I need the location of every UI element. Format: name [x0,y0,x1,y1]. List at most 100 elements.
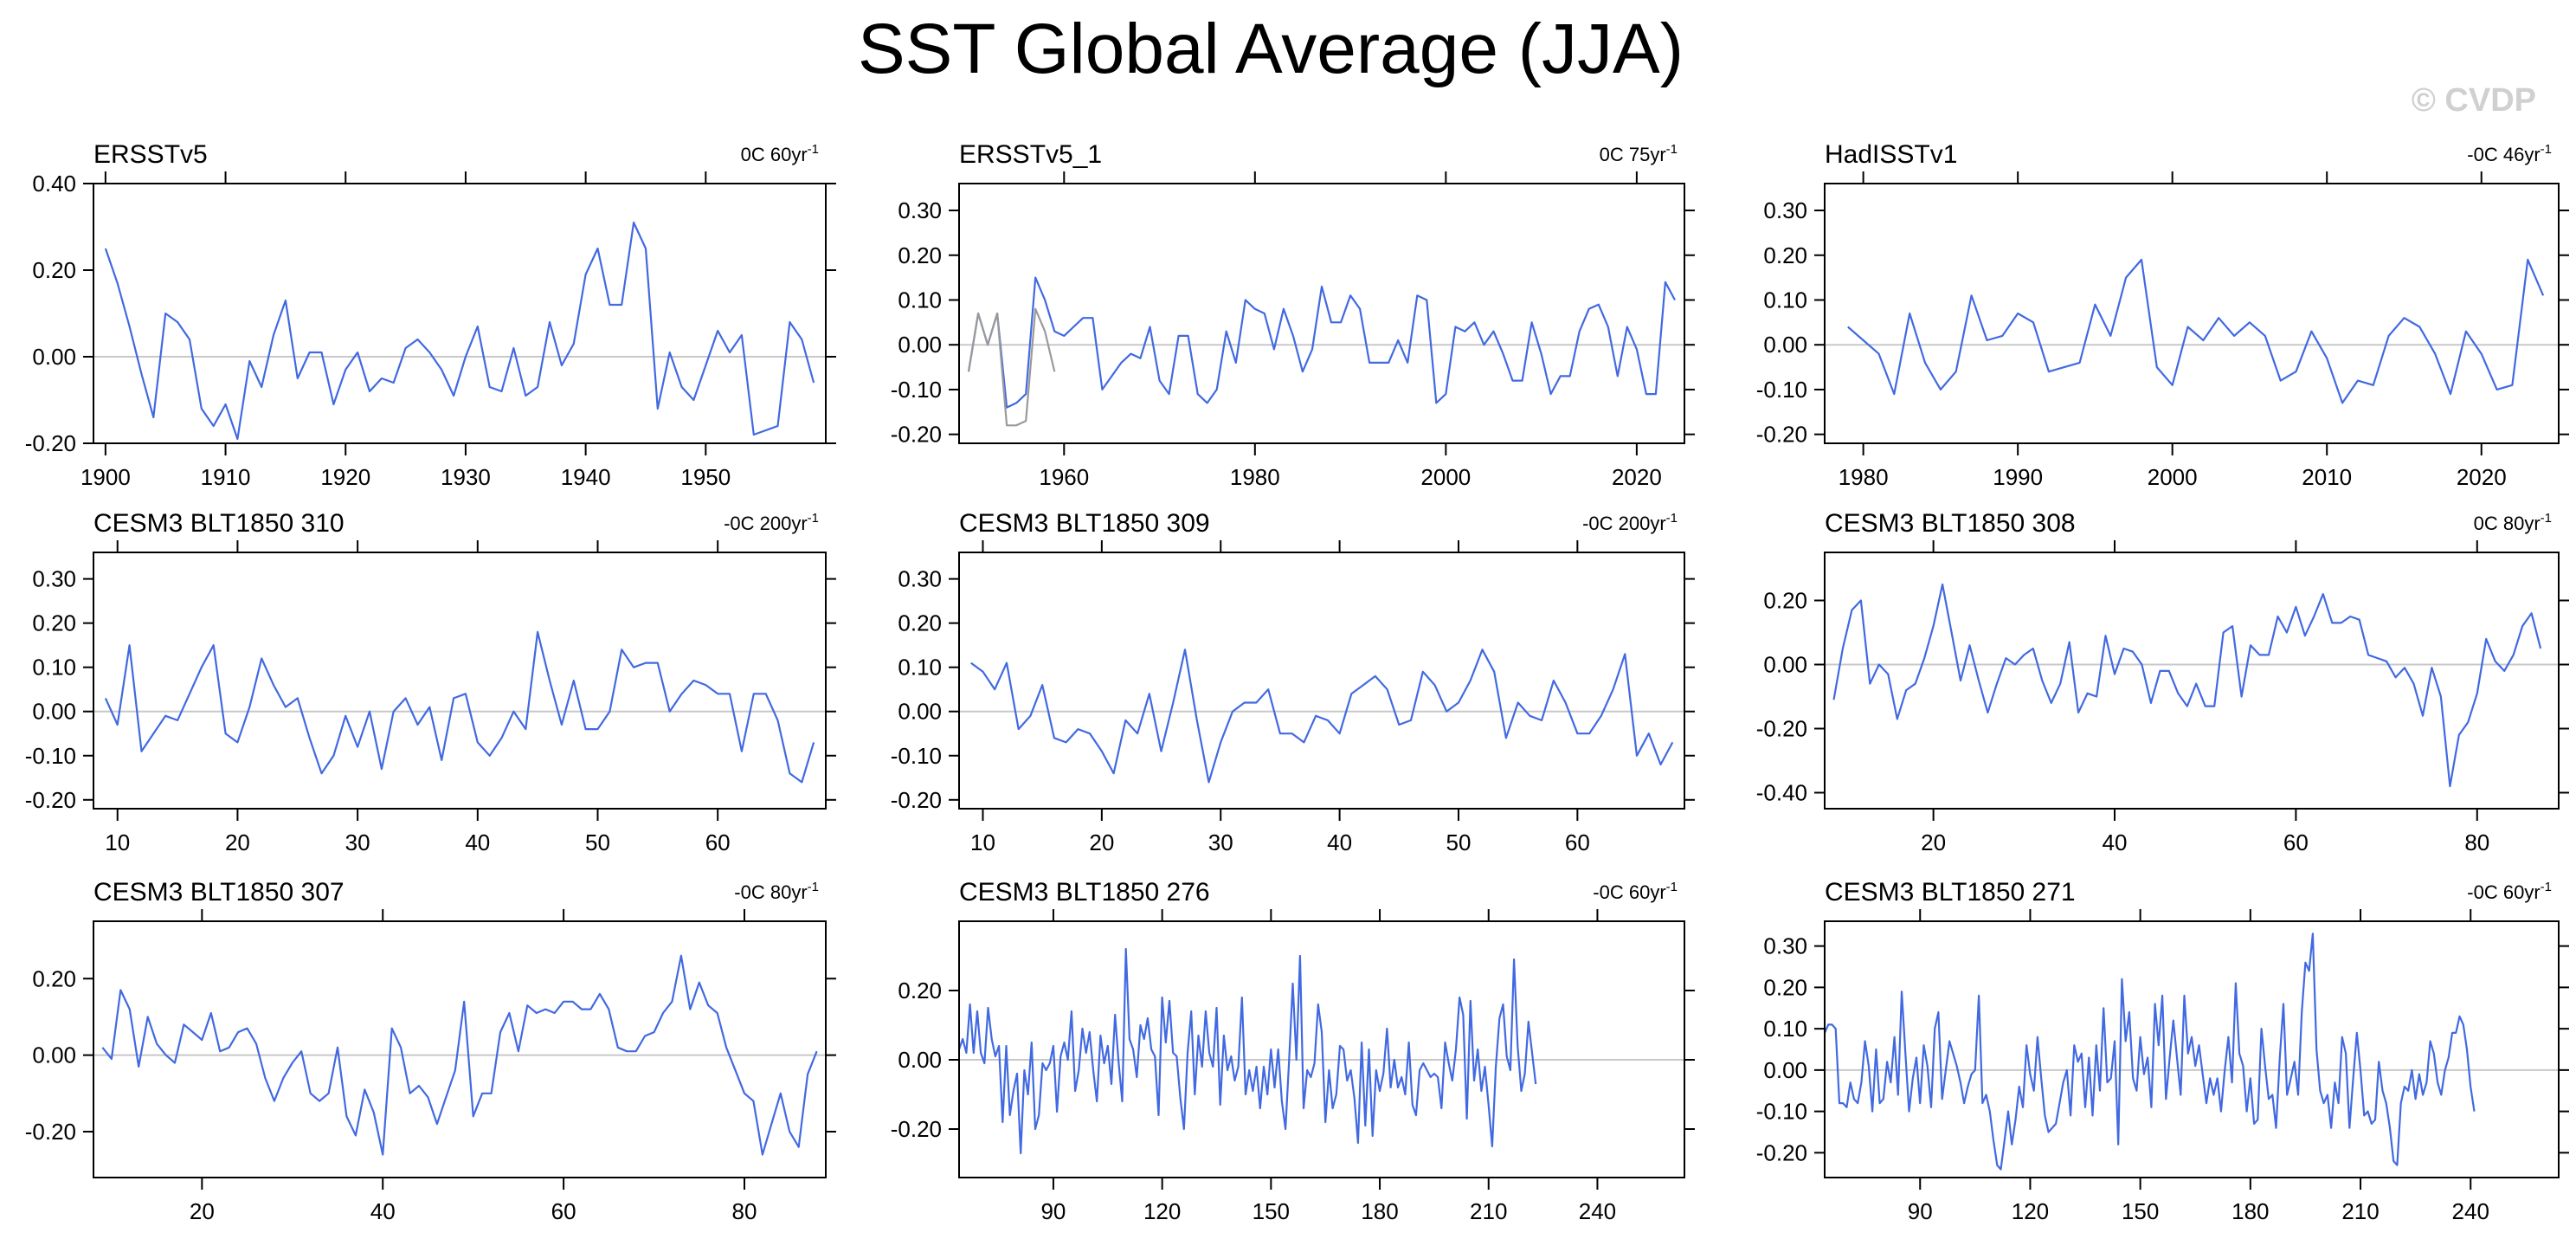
panel-title: CESM3 BLT1850 307 [93,878,345,907]
x-tick-label: 60 [551,1198,576,1224]
series-line [1832,583,2542,788]
x-tick-label: 1900 [80,464,131,490]
x-tick-label: 180 [2231,1198,2269,1224]
series-line-secondary [967,307,1056,427]
y-tick-label: -0.40 [1756,780,1807,806]
panel-title: CESM3 BLT1850 308 [1825,509,2076,538]
y-tick-label: 0.00 [32,1042,76,1068]
trend-label: 0C 75yr-1 [1600,142,1678,165]
x-tick-label: 1950 [680,464,731,490]
x-tick-label: 40 [2103,829,2128,855]
trend-label-exponent: -1 [808,511,819,526]
chart-panel: -0.20 -0.10 0.00 0.10 0.20 0.30 1960 1980 2000 20… [891,140,1695,490]
x-tick-label: 150 [2122,1198,2159,1224]
series-line [970,649,1674,784]
x-tick-label: 2010 [2302,464,2352,490]
y-tick-label: 0.20 [1763,588,1807,614]
plot-frame [93,552,827,810]
trend-label-exponent: -1 [2541,880,2552,894]
y-tick-label: -0.10 [1756,377,1807,403]
trend-label: 0C 60yr-1 [741,142,819,165]
y-tick-label: 0.30 [32,566,76,592]
x-tick-label: 40 [370,1198,396,1224]
x-tick-label: 210 [1470,1198,1507,1224]
panel-title: CESM3 BLT1850 276 [959,878,1210,907]
chart-panel: -0.20 -0.10 0.00 0.10 0.20 0.30 90 120 150 180 210… [1756,878,2569,1224]
x-tick-label: 1930 [441,464,491,490]
y-tick-label: -0.10 [891,743,942,769]
y-tick-label: 0.00 [898,1047,942,1073]
x-tick-label: 1980 [1230,464,1280,490]
chart-panel: -0.20 -0.10 0.00 0.10 0.20 0.30 1980 1990 2000 20… [1756,140,2569,490]
plot-frame [958,920,1685,1178]
trend-label-exponent: -1 [1666,880,1678,894]
panel-title: ERSSTv5_1 [959,140,1102,169]
y-tick-label: -0.20 [891,1116,942,1142]
x-tick-label: 150 [1253,1198,1290,1224]
y-tick-label: -0.20 [1756,716,1807,742]
x-tick-label: 40 [465,829,490,855]
x-tick-label: 2000 [1420,464,1471,490]
y-tick-label: 0.20 [32,965,76,991]
chart-panel: -0.20 0.00 0.20 90 120 150 180 210 240 CESM3 BLT1… [891,878,1695,1224]
x-tick-label: 10 [105,829,130,855]
x-tick-label: 2020 [1612,464,1662,490]
y-tick-label: 0.20 [1763,974,1807,1000]
y-tick-label: 0.00 [32,344,76,370]
chart-panel: -0.20 -0.10 0.00 0.10 0.20 0.30 10 20 30 40 50 60 CE… [25,509,836,855]
x-tick-label: 20 [225,829,250,855]
x-tick-label: 10 [970,829,995,855]
y-tick-label: 0.00 [1763,1057,1807,1083]
plot-frame [1824,920,2560,1178]
chart-panel: -0.20 0.00 0.20 0.40 1900 1910 1920 1930 1940 195… [25,140,836,490]
series-line [1847,258,2545,404]
trend-label-exponent: -1 [1666,511,1678,526]
y-tick-label: 0.00 [1763,652,1807,678]
y-tick-label: -0.10 [891,377,942,403]
trend-label: -0C 80yr-1 [734,880,819,903]
x-tick-label: 60 [705,829,731,855]
plot-frame [1824,552,2560,810]
x-tick-label: 80 [2464,829,2489,855]
plot-frame [93,920,827,1178]
trend-label: -0C 60yr-1 [2467,880,2552,903]
panel-title: ERSSTv5 [93,140,208,169]
y-tick-label: 0.30 [898,566,942,592]
trend-label: 0C 80yr-1 [2474,511,2552,534]
x-tick-label: 80 [732,1198,757,1224]
y-tick-label: 0.30 [1763,197,1807,223]
x-tick-label: 2020 [2457,464,2507,490]
series-line [1823,933,2476,1171]
y-tick-label: -0.20 [25,430,76,456]
y-tick-label: -0.10 [1756,1099,1807,1125]
x-tick-label: 50 [585,829,610,855]
trend-label-exponent: -1 [2541,142,2552,157]
x-tick-label: 90 [1908,1198,1933,1224]
series-line [104,630,815,784]
x-tick-label: 20 [1089,829,1114,855]
y-tick-label: 0.00 [898,699,942,725]
plot-frame [958,183,1685,444]
trend-label-exponent: -1 [1666,142,1678,157]
watermark: © CVDP [2412,82,2536,119]
x-tick-label: 1940 [561,464,611,490]
panel-title: CESM3 BLT1850 310 [93,509,345,538]
y-tick-label: 0.20 [32,257,76,283]
y-tick-label: 0.40 [32,171,76,197]
x-tick-label: 1920 [320,464,370,490]
x-tick-label: 60 [2283,829,2309,855]
x-tick-label: 120 [1143,1198,1181,1224]
x-tick-label: 240 [1579,1198,1616,1224]
figure-title: SST Global Average (JJA) [858,10,1684,88]
series-line [967,276,1676,409]
x-tick-label: 180 [1361,1198,1398,1224]
x-tick-label: 30 [1208,829,1233,855]
y-tick-label: 0.00 [1763,332,1807,358]
x-tick-label: 90 [1040,1198,1066,1224]
y-tick-label: -0.20 [891,787,942,813]
x-tick-label: 60 [1565,829,1590,855]
trend-label: -0C 60yr-1 [1593,880,1678,903]
chart-panel: -0.20 -0.10 0.00 0.10 0.20 0.30 10 20 30 40 50 60 CE… [891,509,1695,855]
y-tick-label: -0.20 [1756,1139,1807,1165]
